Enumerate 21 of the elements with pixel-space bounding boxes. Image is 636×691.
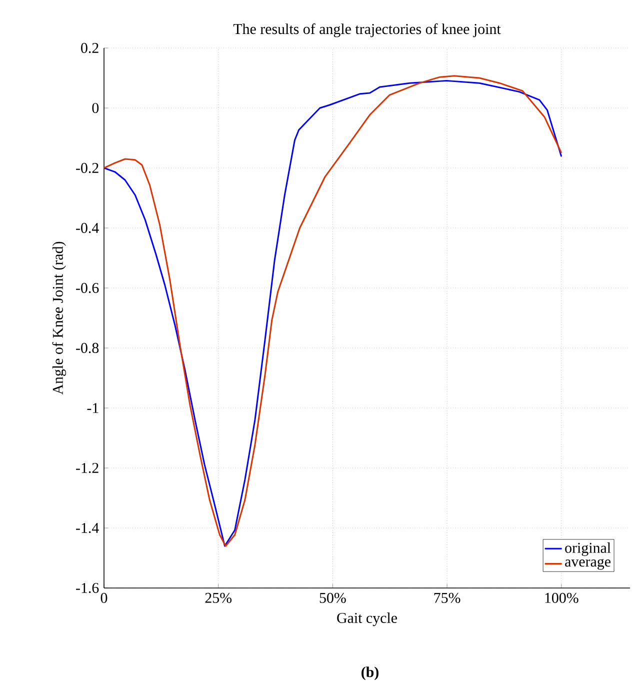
y-tick-label: -0.4 — [76, 222, 99, 234]
x-tick-label: 75% — [434, 592, 460, 603]
y-tick-label: -1.4 — [76, 522, 99, 534]
x-tick-label: 100% — [545, 592, 578, 603]
y-tick-label: 0 — [92, 102, 99, 114]
x-tick-label: 50% — [320, 592, 346, 603]
y-tick-label: -0.2 — [76, 162, 98, 174]
y-tick-label: -0.8 — [76, 342, 99, 354]
text: (b) — [362, 666, 378, 680]
y-axis-title: Angle of Knee Joint (rad) — [52, 242, 66, 395]
x-tick-label: 25% — [205, 592, 232, 603]
y-tick-label: -1 — [87, 403, 98, 413]
legend-label: average — [565, 558, 610, 570]
y-tick-label: -1.2 — [76, 462, 98, 474]
x-tick-label: 0 — [100, 592, 108, 603]
chart-title: The results of angle trajectories of knee joint — [233, 23, 501, 38]
y-tick-label: -0.6 — [76, 282, 99, 294]
y-tick-label: -1.6 — [76, 582, 99, 594]
x-axis-title: Gait cycle — [337, 612, 397, 626]
legend-label: original — [565, 542, 611, 556]
y-tick-label: 0.2 — [81, 42, 98, 54]
